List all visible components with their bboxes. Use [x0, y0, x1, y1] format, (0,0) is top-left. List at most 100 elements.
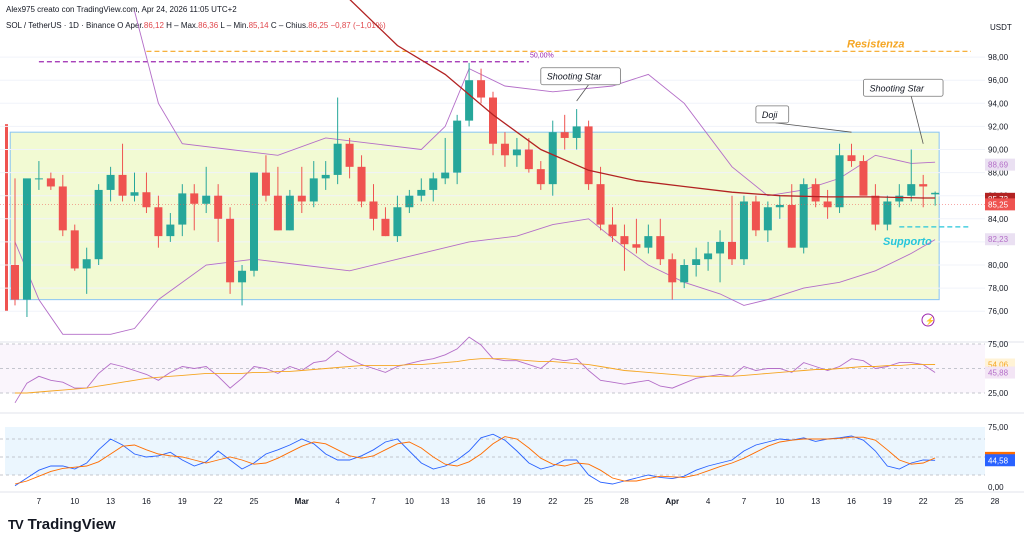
candles [11, 62, 940, 317]
y-tick-label: 90,00 [988, 146, 1009, 155]
candle [656, 218, 665, 265]
fib-label: 50,00% [530, 53, 554, 60]
ohlc-open-value: 86,12 [143, 21, 164, 30]
candle [154, 195, 163, 248]
candle-body [441, 172, 450, 179]
candle [524, 137, 533, 173]
support-label: Supporto [883, 236, 932, 248]
candle [859, 155, 868, 196]
candle-body [453, 120, 462, 173]
candle-body [273, 195, 282, 231]
rsi-tag-label: 54,06 [988, 361, 1009, 370]
candle-body [656, 236, 665, 260]
candle-body [118, 174, 127, 196]
candle-body [381, 218, 390, 237]
candle-body [548, 132, 557, 185]
x-tick-label: 4 [335, 497, 340, 506]
candle-body [489, 97, 497, 144]
tradingview-brand[interactable]: TV TradingView [8, 516, 116, 533]
candle [680, 259, 689, 289]
candle-body [716, 241, 725, 254]
symbol-name[interactable]: SOL / TetherUS · 1D · Binance [6, 21, 115, 30]
x-tick-label: 10 [70, 497, 79, 506]
candle-body [787, 204, 796, 248]
stoch-value-tag: 44,58 [985, 454, 1015, 467]
candle [477, 68, 486, 104]
y-tick-label: 76,00 [988, 307, 1009, 316]
candle-body [632, 244, 641, 248]
ohlc-high-value: 86,36 [198, 21, 219, 30]
candle [775, 195, 784, 219]
candle [584, 120, 593, 190]
price-pane: 76,0078,0080,0082,0084,0086,0088,0090,00… [0, 0, 1015, 335]
annotation-box [755, 105, 790, 124]
candle-body [297, 195, 306, 202]
candle-body [512, 149, 521, 156]
x-tick-label: 19 [883, 497, 892, 506]
candle [46, 172, 55, 190]
x-tick-label: 10 [405, 497, 414, 506]
candle-body [620, 236, 629, 245]
candle [11, 178, 19, 306]
candle [190, 184, 199, 231]
candle-body [285, 195, 294, 231]
x-tick-label: 28 [620, 497, 629, 506]
annotation-box [863, 78, 944, 97]
tradingview-logo-icon: TV [8, 517, 24, 532]
y-tick-label: 94,00 [988, 99, 1009, 108]
candle-body [608, 224, 617, 237]
x-tick-label: 28 [990, 497, 999, 506]
candle [512, 137, 521, 167]
price-tag-bg [985, 158, 1015, 171]
candle-body [393, 207, 402, 237]
x-tick-label: 4 [706, 497, 711, 506]
x-tick-label: 16 [847, 497, 856, 506]
candle-body [333, 143, 342, 175]
price-tag-bg [985, 198, 1015, 211]
rsi-value-tag: 45,88 [985, 366, 1015, 379]
candle [716, 230, 725, 283]
candle-body [572, 126, 581, 138]
candle-body [560, 132, 569, 138]
candle [34, 161, 43, 190]
x-tick-label: 13 [441, 497, 450, 506]
x-tick-label: 25 [250, 497, 259, 506]
candle-body [405, 195, 414, 208]
candle [739, 195, 748, 265]
candle [333, 97, 342, 185]
rsi-tick-label: 75,00 [988, 340, 1009, 349]
events-icon: ⚡ [921, 313, 935, 327]
candle-body [250, 172, 258, 271]
candle-body [429, 178, 438, 190]
candle [297, 166, 306, 214]
stoch-tick-label: 75,00 [988, 423, 1009, 432]
candle-body [357, 166, 366, 202]
candle-body [584, 126, 593, 185]
candle-body [907, 184, 916, 196]
candle-body [309, 178, 318, 202]
candle-body [692, 259, 701, 265]
x-tick-label: 7 [742, 497, 747, 506]
candle-body [82, 259, 91, 269]
candle-body [166, 224, 175, 237]
rsi-ma-line [15, 358, 936, 394]
annotation-callout: Doji [755, 105, 852, 133]
events-icon-ring [921, 313, 935, 327]
candle-body [34, 178, 43, 180]
candle-body [883, 201, 892, 225]
candle [261, 155, 270, 202]
candle [250, 172, 258, 277]
candle-body [94, 189, 103, 260]
candle-body [22, 178, 31, 300]
candle-body [417, 189, 426, 196]
candle [142, 172, 151, 214]
candle-body [106, 174, 115, 190]
x-tick-label: 13 [811, 497, 820, 506]
candle [130, 172, 139, 202]
y-tick-label: 98,00 [988, 53, 1009, 62]
y-tick-label: 92,00 [988, 122, 1009, 131]
candle [919, 174, 928, 208]
